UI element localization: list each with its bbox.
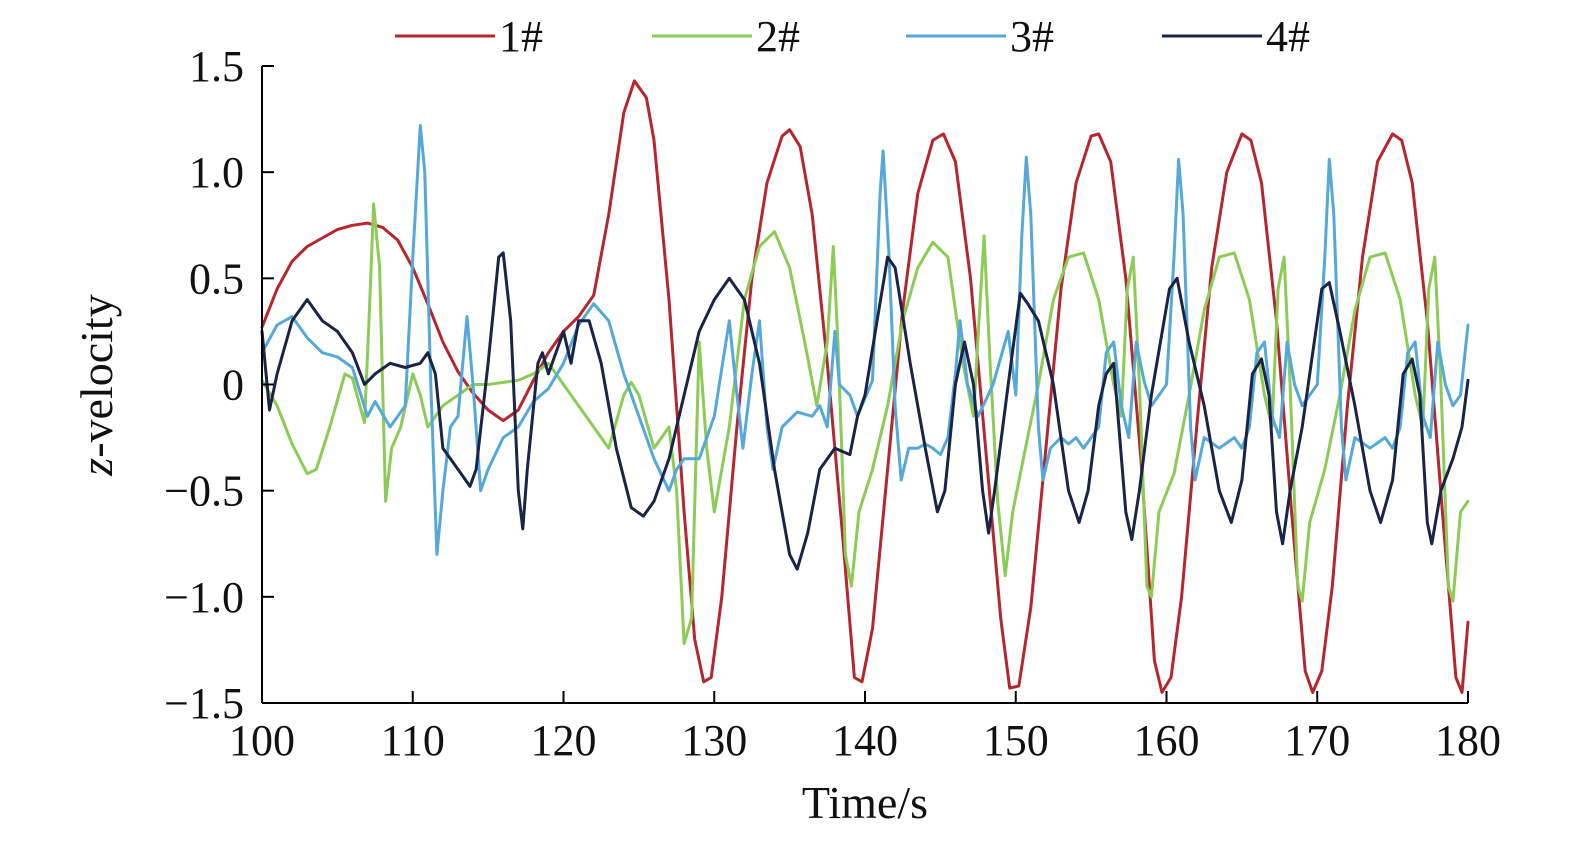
y-axis-title-prefix: z [71, 458, 122, 477]
y-tick-label: 0.5 [189, 254, 244, 303]
x-ticks: 100 110 120 130 140 150 160 170 180 [229, 691, 1501, 765]
legend: 1# 2# 3# 4# [395, 12, 1310, 61]
y-axis-title-suffix: -velocity [71, 294, 122, 458]
y-tick-label: 1.0 [189, 148, 244, 197]
x-tick-label: 120 [531, 716, 597, 765]
legend-label-2: 2# [756, 12, 800, 61]
x-axis-title: Time/s [802, 777, 928, 828]
series-line-1 [260, 79, 1470, 694]
legend-label-3: 3# [1010, 12, 1054, 61]
x-tick-label: 110 [381, 716, 445, 765]
x-tick-label: 170 [1284, 716, 1350, 765]
x-tick-label: 130 [681, 716, 747, 765]
y-tick-label: −1.0 [164, 573, 244, 622]
y-tick-label: −0.5 [164, 467, 244, 516]
axes [261, 66, 1468, 704]
y-tick-label: 0 [222, 361, 244, 410]
y-tick-label: 1.5 [189, 42, 244, 91]
y-ticks: −1.5 −1.0 −0.5 0 0.5 1.0 1.5 [164, 42, 274, 728]
y-axis-title: z-velocity [71, 294, 122, 476]
series-line-3 [260, 124, 1470, 556]
y-tick-label: −1.5 [164, 679, 244, 728]
x-tick-label: 100 [229, 716, 295, 765]
legend-label-1: 1# [499, 12, 543, 61]
series-line-2 [260, 202, 1470, 645]
x-tick-label: 150 [983, 716, 1049, 765]
series-layer [260, 79, 1470, 694]
x-tick-label: 180 [1435, 716, 1501, 765]
series-line-4 [260, 251, 1470, 571]
legend-label-4: 4# [1266, 12, 1310, 61]
x-tick-label: 160 [1134, 716, 1200, 765]
x-tick-label: 140 [832, 716, 898, 765]
